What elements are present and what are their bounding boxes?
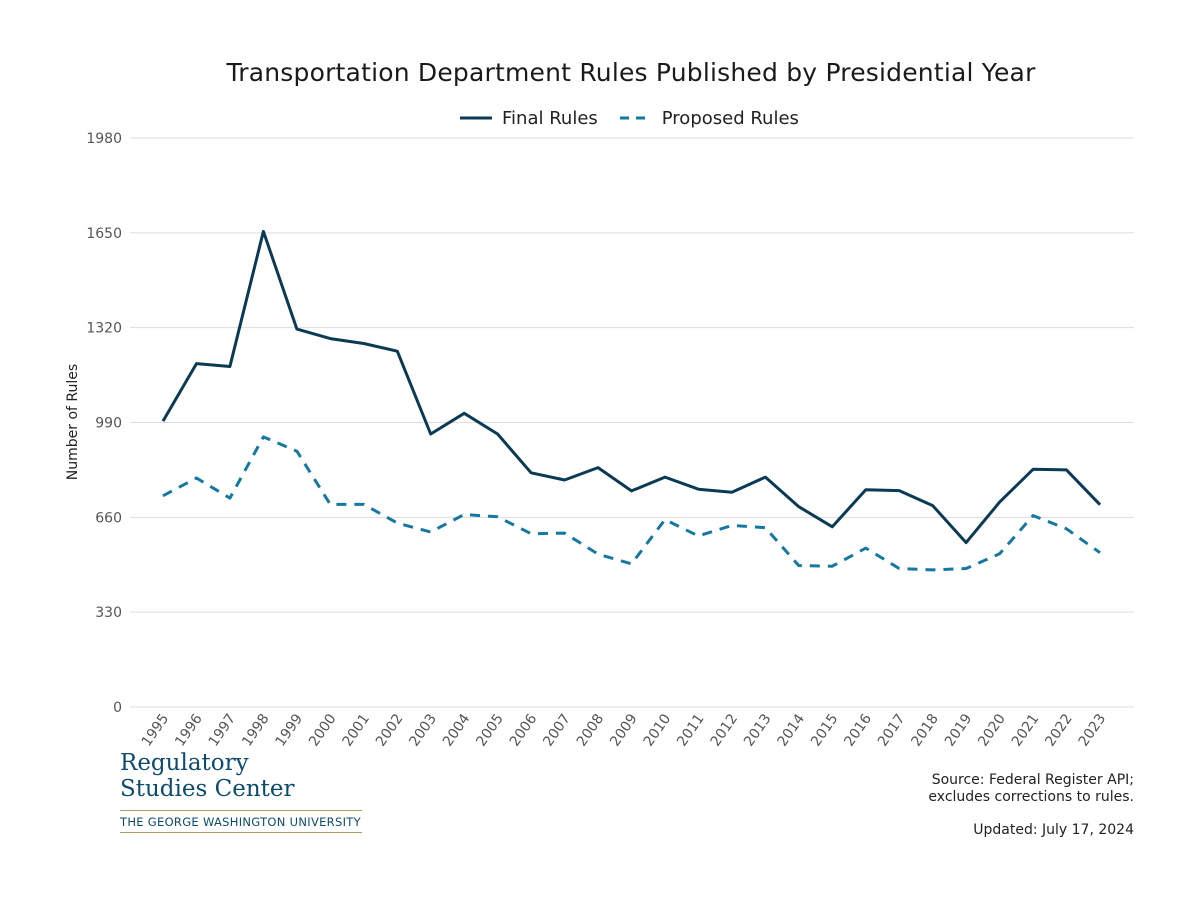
x-tick-label: 2009 — [607, 711, 641, 749]
x-tick-label: 2016 — [841, 711, 875, 749]
logo-divider — [120, 832, 362, 833]
logo-divider — [120, 810, 362, 811]
x-tick-label: 2014 — [775, 711, 809, 749]
y-axis-label: Number of Rules — [65, 364, 81, 480]
y-tick-label: 0 — [113, 700, 122, 716]
x-tick-label: 2004 — [440, 711, 474, 749]
x-tick-label: 2008 — [574, 711, 608, 749]
updated-note: Updated: July 17, 2024 — [973, 822, 1134, 838]
logo-name-line1: Regulatory — [120, 750, 249, 776]
y-tick-label: 1980 — [86, 131, 122, 147]
y-tick-label: 990 — [95, 416, 122, 432]
x-tick-label: 2007 — [540, 711, 574, 749]
x-tick-label: 2019 — [942, 711, 976, 749]
x-tick-label: 2010 — [641, 711, 675, 749]
legend-item-final: Final Rules — [460, 108, 598, 129]
series-line-final-rules — [161, 229, 1102, 545]
logo-university: THE GEORGE WASHINGTON UNIVERSITY — [120, 815, 361, 829]
logo-name-line2: Studies Center — [120, 776, 295, 802]
chart-title: Transportation Department Rules Publishe… — [226, 58, 1036, 87]
legend-label-final: Final Rules — [502, 107, 598, 129]
x-tick-label: 2006 — [507, 711, 541, 749]
source-note: Source: Federal Register API; excludes c… — [928, 772, 1134, 806]
legend-swatch-final — [460, 116, 492, 120]
legend: Final Rules Proposed Rules — [460, 106, 821, 130]
x-tick-label: 2005 — [473, 711, 507, 749]
x-tick-label: 2017 — [875, 711, 909, 749]
x-tick-label: 1995 — [139, 711, 173, 749]
x-tick-label: 2018 — [908, 711, 942, 749]
x-tick-label: 2003 — [406, 711, 440, 749]
x-tick-label: 1997 — [206, 711, 240, 749]
x-tick-label: 2000 — [306, 711, 340, 749]
x-tick-label: 2015 — [808, 711, 842, 749]
x-tick-label: 2021 — [1009, 711, 1043, 749]
y-tick-label: 1320 — [86, 321, 122, 337]
source-line1: Source: Federal Register API; — [931, 772, 1134, 788]
x-tick-label: 2002 — [373, 711, 407, 749]
line-chart: 0 330 660 990 1320 1650 1980 1995 1996 1997 1998 19… — [65, 131, 1134, 749]
legend-label-proposed: Proposed Rules — [661, 107, 799, 129]
rsc-logo: Regulatory Studies Center THE GEORGE WAS… — [120, 750, 362, 833]
x-tick-label: 2012 — [708, 711, 742, 749]
x-tick-label: 1998 — [239, 711, 273, 749]
x-tick-label: 2011 — [674, 711, 708, 749]
source-line2: excludes corrections to rules. — [928, 789, 1134, 805]
x-tick-label: 2023 — [1076, 711, 1110, 749]
x-tick-label: 2013 — [741, 711, 775, 749]
y-tick-label: 1650 — [86, 226, 122, 242]
x-tick-label: 2020 — [975, 711, 1009, 749]
x-tick-label: 1999 — [273, 711, 307, 749]
y-tick-label: 660 — [95, 510, 122, 526]
x-tick-label: 2022 — [1042, 711, 1076, 749]
legend-item-proposed: Proposed Rules — [619, 107, 799, 129]
legend-swatch-proposed — [619, 116, 652, 120]
series-line-proposed-rules — [162, 435, 1101, 572]
x-tick-label: 2001 — [340, 711, 374, 749]
x-tick-label: 1996 — [172, 711, 206, 749]
y-tick-label: 330 — [95, 605, 122, 621]
